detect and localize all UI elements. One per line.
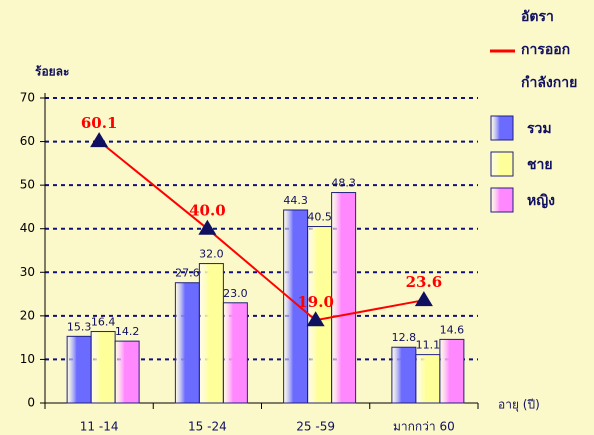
legend-label: ชาย — [527, 157, 553, 173]
bar — [90, 331, 116, 404]
y-tick-label: 50 — [20, 178, 35, 192]
bar-value-label: 27.6 — [175, 267, 200, 280]
marker — [414, 291, 433, 307]
y-axis-label: ร้อยละ — [35, 65, 69, 79]
bar-value-label: 12.8 — [392, 331, 417, 344]
bar — [222, 302, 248, 404]
legend-label: หญิง — [527, 193, 555, 209]
y-tick-label: 30 — [20, 265, 35, 279]
x-tick-label: 11 -14 — [80, 420, 119, 434]
bar-value-label: 15.3 — [67, 320, 92, 333]
x-tick-label: 15 -24 — [188, 420, 227, 434]
marker — [90, 132, 109, 148]
bar-value-label: 11.1 — [416, 339, 441, 352]
marker — [306, 311, 325, 327]
bar — [391, 346, 417, 404]
legend-label: อัตรา การออก กำลังกาย — [521, 9, 578, 91]
y-tick-label: 10 — [20, 352, 35, 366]
marker — [198, 219, 217, 235]
bar — [307, 226, 333, 404]
bar — [283, 209, 309, 404]
line — [98, 140, 425, 322]
bar — [439, 338, 465, 404]
bar-value-label: 48.3 — [331, 177, 356, 190]
x-axis-label: อายุ (ปี) — [498, 398, 540, 413]
bar-value-label: 14.2 — [115, 325, 140, 338]
bar — [174, 282, 200, 404]
legend-swatch — [490, 187, 514, 213]
bar-value-label: 40.5 — [307, 211, 332, 224]
bar — [331, 192, 357, 404]
bar — [114, 340, 140, 404]
y-tick-label: 60 — [20, 134, 35, 148]
y-tick-label: 0 — [27, 396, 35, 410]
y-tick-label: 70 — [20, 91, 35, 105]
bar-value-label: 23.0 — [223, 287, 248, 300]
bar — [198, 263, 224, 404]
legend-label: รวม — [527, 121, 552, 137]
y-tick-label: 40 — [20, 221, 35, 235]
bar — [415, 354, 441, 404]
bar — [66, 335, 92, 404]
legend-swatch — [490, 151, 514, 177]
bar-value-label: 32.0 — [199, 248, 224, 261]
line-value-label: 23.6 — [406, 273, 443, 291]
line-value-label: 40.0 — [189, 202, 226, 220]
bar-value-label: 16.4 — [91, 316, 116, 329]
x-tick-label: มากกว่า 60 — [393, 420, 455, 434]
line-value-label: 60.1 — [81, 114, 118, 132]
bar-value-label: 44.3 — [283, 194, 308, 207]
x-tick-label: 25 -59 — [296, 420, 335, 434]
y-tick-label: 20 — [20, 308, 35, 322]
legend-swatch — [490, 115, 514, 141]
line-value-label: 19.0 — [297, 293, 334, 311]
bar-value-label: 14.6 — [440, 323, 465, 336]
